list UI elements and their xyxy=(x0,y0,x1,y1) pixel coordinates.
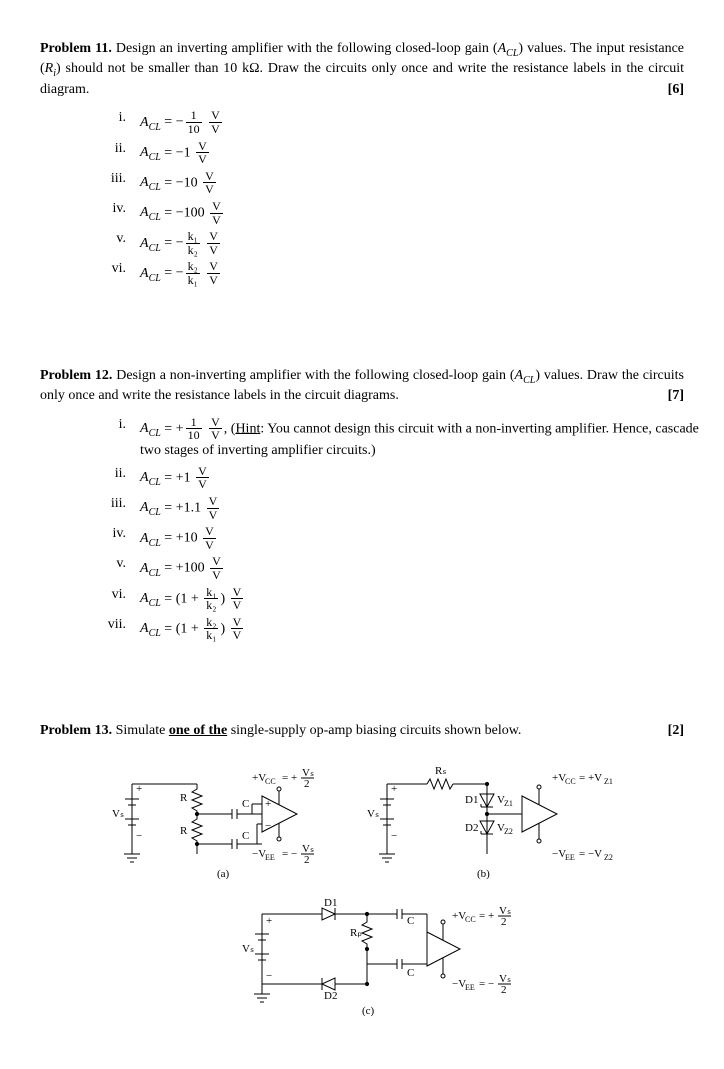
list-roman: vii. xyxy=(100,616,140,635)
svg-text:CC: CC xyxy=(465,915,476,924)
svg-text:+: + xyxy=(266,915,272,927)
list-item: ACL = (1 + k₁k₂) VV xyxy=(140,586,699,612)
list-item: ACL = −100 VV xyxy=(140,200,684,226)
svg-text:CC: CC xyxy=(265,777,276,786)
list-roman: iv. xyxy=(100,525,140,544)
list-roman: vi. xyxy=(100,586,140,605)
list-item: ACL = +1 VV xyxy=(140,465,699,491)
svg-text:Vₛ: Vₛ xyxy=(367,808,379,820)
problem-12-points: [7] xyxy=(668,387,684,406)
problem-11-points: [6] xyxy=(668,81,684,100)
svg-text:= −V: = −V xyxy=(579,848,602,860)
svg-text:+: + xyxy=(136,783,142,795)
svg-text:Z1: Z1 xyxy=(504,799,513,808)
problem-12-header: Problem 12. Design a non-inverting ampli… xyxy=(40,367,684,406)
list-roman: iii. xyxy=(100,495,140,514)
svg-text:2: 2 xyxy=(501,916,507,928)
svg-text:= −: = − xyxy=(479,978,494,990)
problem-12-list: i. ACL = +110 VV, (Hint: You cannot desi… xyxy=(100,416,684,642)
list-item: ACL = (1 + k₂k₁) VV xyxy=(140,616,699,642)
svg-text:+: + xyxy=(391,783,397,795)
svg-text:Z2: Z2 xyxy=(504,827,513,836)
problem-11-text: Design an inverting amplifier with the f… xyxy=(40,41,684,97)
problem-12: Problem 12. Design a non-inverting ampli… xyxy=(40,367,684,642)
list-roman: i. xyxy=(100,109,140,128)
list-roman: v. xyxy=(100,555,140,574)
list-item: ACL = +1.1 VV xyxy=(140,495,699,521)
svg-text:+: + xyxy=(265,798,271,810)
svg-text:D2: D2 xyxy=(465,822,478,834)
svg-text:C: C xyxy=(242,830,249,842)
svg-text:= −: = − xyxy=(282,848,297,860)
problem-11: Problem 11. Design an inverting amplifie… xyxy=(40,40,684,287)
svg-text:= +: = + xyxy=(479,910,494,922)
svg-text:2: 2 xyxy=(501,984,507,996)
svg-text:= +: = + xyxy=(282,772,297,784)
svg-text:C: C xyxy=(242,798,249,810)
svg-text:D1: D1 xyxy=(465,794,478,806)
svg-text:−: − xyxy=(266,970,272,982)
list-roman: vi. xyxy=(100,260,140,279)
svg-text:D1: D1 xyxy=(324,897,337,909)
list-roman: ii. xyxy=(100,465,140,484)
problem-13-text: Simulate one of the single-supply op-amp… xyxy=(116,723,522,738)
list-item: ACL = −k₂k₁ VV xyxy=(140,260,684,286)
list-item: ACL = −1 VV xyxy=(140,140,684,166)
svg-text:−: − xyxy=(265,820,271,832)
svg-text:Vₛ: Vₛ xyxy=(242,943,254,955)
svg-text:Rₚ: Rₚ xyxy=(350,927,362,939)
svg-text:Z1: Z1 xyxy=(604,777,613,786)
svg-text:C: C xyxy=(407,967,414,979)
problem-11-header: Problem 11. Design an inverting amplifie… xyxy=(40,40,684,99)
list-roman: i. xyxy=(100,416,140,435)
list-item: ACL = +10 VV xyxy=(140,525,699,551)
svg-text:−: − xyxy=(391,830,397,842)
problem-12-text: Design a non-inverting amplifier with th… xyxy=(40,368,684,403)
svg-text:2: 2 xyxy=(304,854,310,866)
svg-text:Rₛ: Rₛ xyxy=(435,765,446,777)
list-roman: iii. xyxy=(100,170,140,189)
circuit-b: Vₛ + − Rₛ xyxy=(367,765,613,880)
circuit-diagrams: Vₛ + − R xyxy=(40,759,684,1019)
svg-text:C: C xyxy=(407,915,414,927)
list-item: ACL = −110 VV xyxy=(140,109,684,135)
svg-text:EE: EE xyxy=(265,853,275,862)
problem-11-title: Problem 11. xyxy=(40,41,112,56)
svg-text:EE: EE xyxy=(565,853,575,862)
svg-text:(a): (a) xyxy=(217,868,230,880)
problem-12-title: Problem 12. xyxy=(40,368,112,383)
svg-text:(c): (c) xyxy=(362,1005,375,1017)
list-item: ACL = +110 VV, (Hint: You cannot design … xyxy=(140,416,699,461)
problem-11-list: i. ACL = −110 VV ii. ACL = −1 VV iii. AC… xyxy=(100,109,684,286)
circuits-svg: Vₛ + − R xyxy=(102,759,622,1019)
problem-13-points: [2] xyxy=(668,722,684,741)
list-roman: v. xyxy=(100,230,140,249)
svg-text:EE: EE xyxy=(465,983,475,992)
svg-text:= +V: = +V xyxy=(579,772,602,784)
list-roman: ii. xyxy=(100,140,140,159)
circuit-c: Vₛ + − D1 Rₚ xyxy=(242,897,511,1017)
circuit-a: Vₛ + − R xyxy=(112,767,314,880)
svg-text:D2: D2 xyxy=(324,990,337,1002)
svg-text:Z2: Z2 xyxy=(604,853,613,862)
svg-text:Vₛ: Vₛ xyxy=(112,808,124,820)
svg-text:CC: CC xyxy=(565,777,576,786)
svg-text:R: R xyxy=(180,792,188,804)
svg-text:R: R xyxy=(180,825,188,837)
list-roman: iv. xyxy=(100,200,140,219)
svg-text:2: 2 xyxy=(304,778,310,790)
list-item: ACL = −10 VV xyxy=(140,170,684,196)
svg-text:−: − xyxy=(136,830,142,842)
list-item: ACL = −k₁k₂ VV xyxy=(140,230,684,256)
list-item: ACL = +100 VV xyxy=(140,555,699,581)
problem-13-header: Problem 13. Simulate one of the single-s… xyxy=(40,722,684,741)
problem-13: Problem 13. Simulate one of the single-s… xyxy=(40,722,684,1019)
problem-13-title: Problem 13. xyxy=(40,723,112,738)
svg-text:(b): (b) xyxy=(477,868,490,880)
